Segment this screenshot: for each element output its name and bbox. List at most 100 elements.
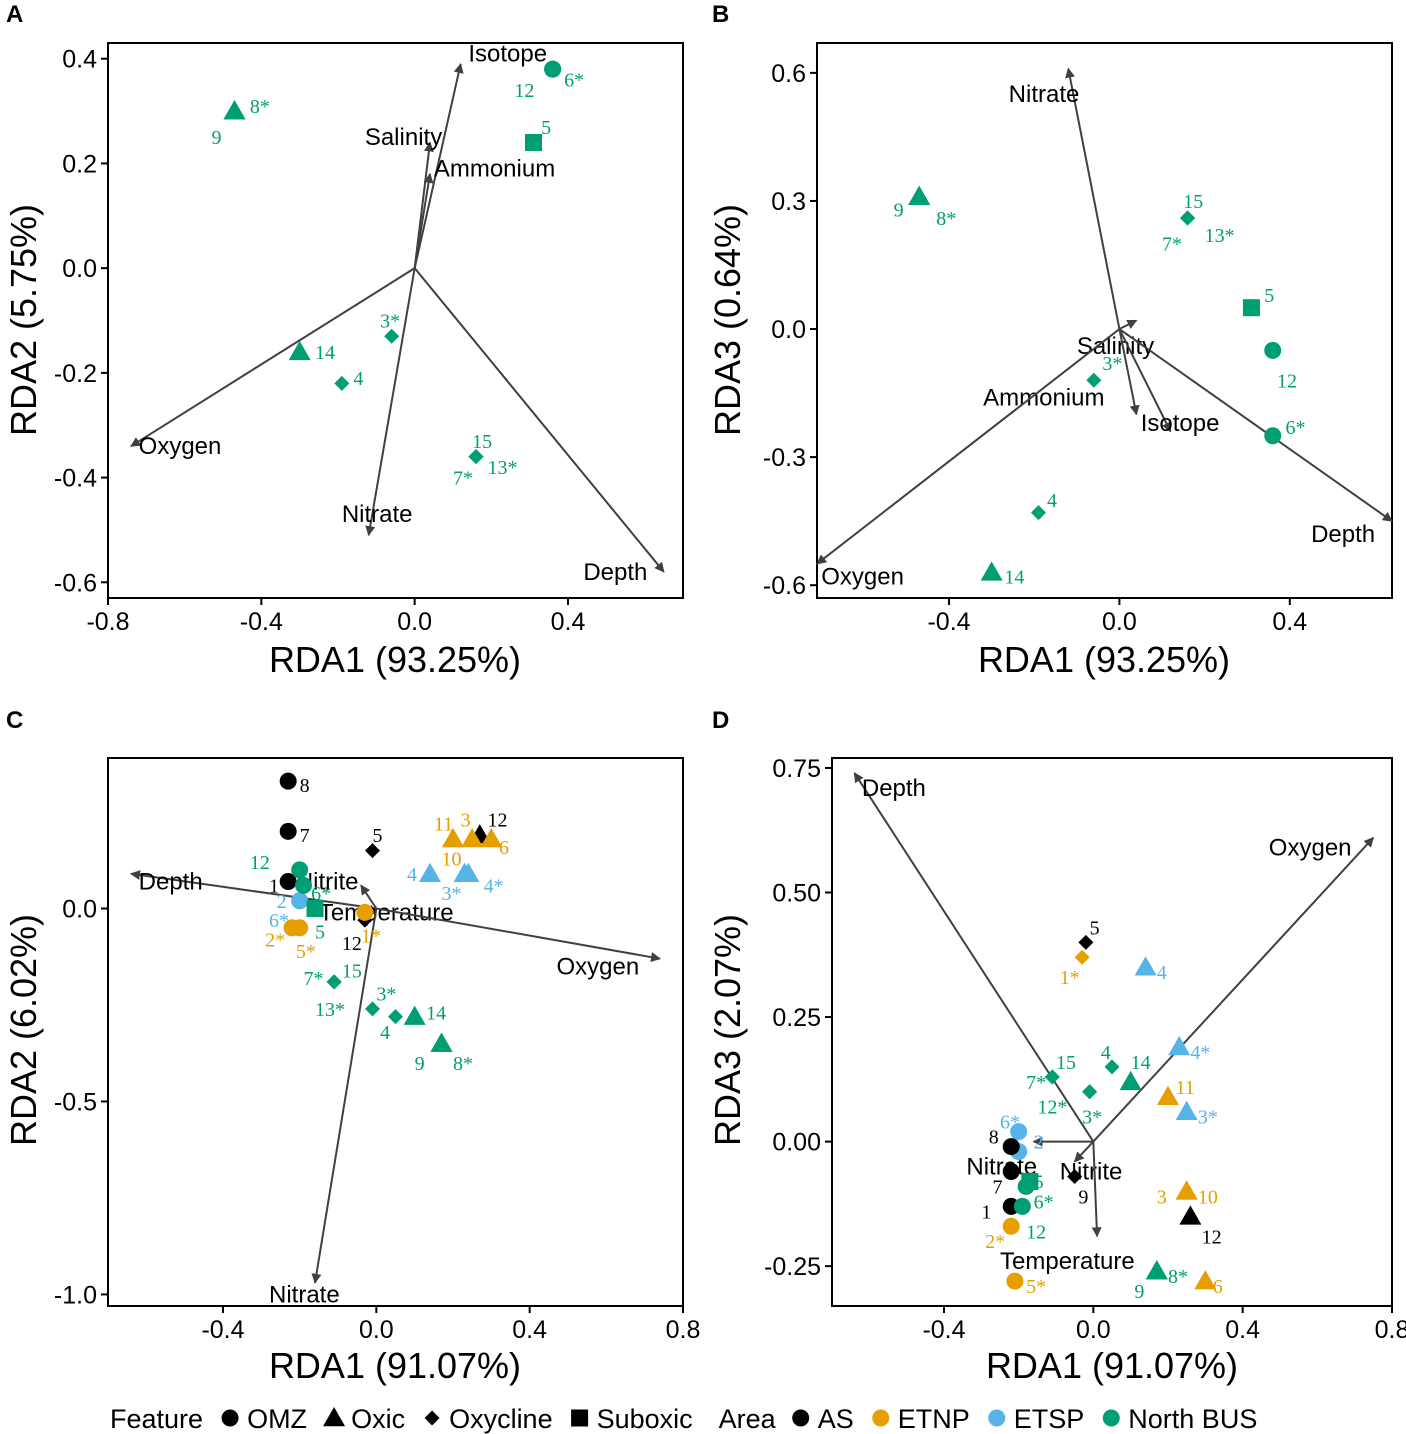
y-tick-label: 0.0 — [771, 316, 806, 344]
arrow-nitrite — [1073, 1140, 1095, 1163]
arrow-isotope-label: Isotope — [468, 40, 547, 67]
y-tick-label: -0.3 — [763, 444, 806, 472]
point-label: 4 — [407, 864, 417, 886]
arrow-oxygen-label: Oxygen — [821, 564, 904, 591]
y-tick-label: -1.0 — [54, 1281, 97, 1309]
arrow-depth — [853, 772, 1095, 1143]
point-label: 6* — [1034, 1191, 1054, 1213]
data-point — [442, 828, 464, 848]
data-point — [295, 876, 312, 894]
point-label: 15 — [1056, 1052, 1076, 1074]
arrow-oxygen — [376, 907, 661, 963]
data-point — [1044, 1069, 1060, 1085]
data-point — [1017, 1177, 1035, 1195]
point-label: 8* — [250, 96, 270, 118]
y-tick-label: -0.5 — [54, 1088, 97, 1116]
arrow-depth — [413, 267, 665, 573]
data-point — [1194, 1270, 1217, 1290]
data-point — [1168, 1035, 1191, 1056]
point-label: 7 — [993, 1176, 1003, 1198]
point-label: 2 — [277, 891, 287, 913]
point-label: 13* — [488, 457, 518, 479]
point-label: 14 — [426, 1003, 446, 1025]
data-point — [1002, 1217, 1020, 1235]
panel-a: A -0.8 -0.4 0.0 0.4 0.4 0.2 0.0 -0.2 -0.4 -0.6 RDA1… — [3, 1, 684, 680]
point-label: 5 — [373, 825, 383, 847]
data-point — [1145, 1260, 1168, 1280]
y-tick-label: -0.2 — [54, 360, 97, 388]
point-label: 5* — [296, 941, 316, 963]
point-label: 3 — [461, 810, 471, 832]
arrow-salinity — [1118, 319, 1138, 330]
arrow-oxygen — [816, 328, 1121, 565]
point-label: 9 — [1078, 1186, 1088, 1208]
data-point — [1082, 1084, 1098, 1100]
point-label: 11 — [434, 814, 453, 836]
arrow-depth-label: Depth — [583, 559, 647, 586]
panel-d: D -0.4 0.0 0.4 0.8 0.75 0.50 0.25 0.00 -0.25 RDA1 … — [707, 707, 1406, 1386]
point-label: 6* — [1000, 1112, 1020, 1134]
data-point — [1104, 1059, 1120, 1075]
point-label: 5 — [315, 922, 325, 944]
point-label: 3* — [1082, 1107, 1102, 1129]
point-label: 1 — [269, 875, 279, 897]
arrow-nitrate-label: Nitrate — [1009, 81, 1080, 108]
data-point — [1264, 427, 1282, 445]
x-tick-label: -0.4 — [240, 608, 283, 636]
point-label: 12* — [1037, 1097, 1067, 1119]
data-point — [279, 872, 297, 890]
arrow-depth — [1118, 328, 1393, 522]
data-point — [326, 974, 342, 990]
point-label: 5 — [1034, 1171, 1044, 1193]
legend-area-dot-icon — [1102, 1409, 1120, 1427]
data-point — [279, 772, 297, 790]
x-tick-label: 0.0 — [397, 608, 432, 636]
data-point — [525, 133, 542, 151]
point-label: 1* — [361, 926, 381, 948]
point-label: 3 — [1157, 1186, 1167, 1208]
point-label: 5 — [1090, 917, 1100, 939]
point-label: 9 — [894, 200, 904, 222]
plot-frame — [107, 757, 684, 1307]
arrow-nitrate — [365, 267, 416, 537]
data-point — [1134, 956, 1157, 976]
x-tick-label: -0.4 — [927, 608, 970, 636]
point-label: 15 — [472, 431, 492, 453]
point-label: 14 — [1131, 1052, 1151, 1074]
panel-c: C -0.4 0.0 0.4 0.8 0.0 -0.5 -1.0 RDA1 (91.07%) RD… — [3, 707, 700, 1386]
x-axis-title: RDA1 (91.07%) — [269, 1345, 521, 1386]
y-tick-label: 0.00 — [772, 1129, 821, 1157]
data-point — [980, 561, 1003, 581]
point-label: 11 — [1175, 1077, 1194, 1099]
x-tick-label: 0.4 — [551, 608, 586, 636]
point-label: 8* — [936, 208, 956, 230]
legend-feature-title: Feature — [110, 1404, 203, 1434]
point-label: 6 — [1213, 1276, 1223, 1298]
x-tick-label: 0.4 — [1225, 1316, 1260, 1344]
legend-feature-label: Suboxic — [597, 1404, 693, 1434]
x-tick-label: 0.0 — [1076, 1316, 1111, 1344]
data-point — [384, 328, 400, 344]
y-axis-title: RDA3 (0.64%) — [707, 204, 748, 436]
legend-diamond-icon — [424, 1410, 440, 1426]
data-point — [223, 100, 246, 120]
y-tick-label: 0.75 — [772, 755, 821, 783]
x-tick-label: -0.8 — [86, 608, 129, 636]
point-label: 10 — [442, 848, 462, 870]
legend-area-dot-icon — [872, 1409, 890, 1427]
panel-letter: A — [6, 1, 23, 28]
arrow-ammonium — [413, 172, 434, 269]
legend-circle-icon — [221, 1409, 239, 1427]
data-point — [334, 375, 350, 391]
data-point — [291, 892, 309, 910]
legend-area-label: North BUS — [1128, 1404, 1257, 1434]
plot-frame — [107, 42, 684, 599]
arrow-depth — [130, 870, 377, 910]
point-label: 3* — [376, 983, 396, 1005]
data-point — [1175, 1100, 1198, 1120]
data-point — [1157, 1085, 1179, 1106]
point-label: 15 — [1183, 191, 1203, 213]
arrow-salinity-label: Salinity — [1077, 333, 1154, 360]
data-point — [1264, 341, 1282, 359]
arrow-ammonium — [1118, 328, 1140, 416]
